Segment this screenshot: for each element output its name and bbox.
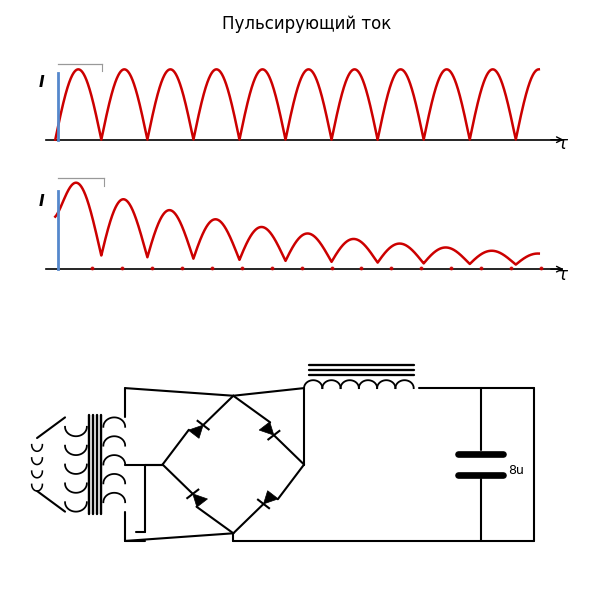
Polygon shape <box>263 491 278 504</box>
Polygon shape <box>193 494 208 507</box>
Text: 8u: 8u <box>508 464 524 477</box>
Text: I: I <box>39 75 45 89</box>
Text: τ: τ <box>558 267 567 285</box>
Text: Пульсирующий ток: Пульсирующий ток <box>222 15 392 33</box>
Polygon shape <box>188 425 203 438</box>
Polygon shape <box>259 422 274 435</box>
Text: τ: τ <box>558 135 567 153</box>
Text: I: I <box>39 194 45 209</box>
